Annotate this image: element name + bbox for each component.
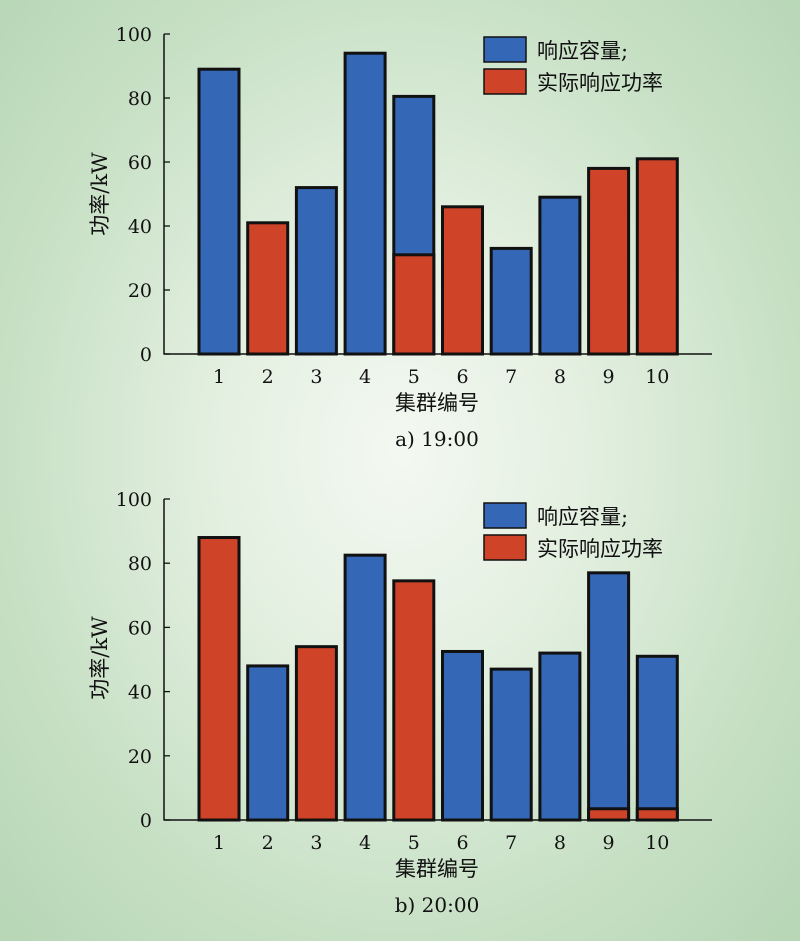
bar-response-capacity bbox=[538, 195, 582, 356]
x-tick-label: 8 bbox=[554, 832, 566, 854]
y-tick-label: 100 bbox=[116, 489, 152, 511]
x-tick-label: 2 bbox=[262, 832, 274, 854]
bar-response-capacity bbox=[197, 67, 241, 356]
bar-actual-response-power bbox=[197, 536, 241, 822]
bar-response-capacity bbox=[343, 51, 387, 356]
y-tick-label: 60 bbox=[128, 617, 152, 639]
x-tick-label: 6 bbox=[456, 366, 468, 388]
x-tick-label: 9 bbox=[603, 366, 615, 388]
x-axis-title: 集群编号 bbox=[395, 857, 479, 881]
legend-swatch bbox=[483, 68, 527, 95]
y-tick-label: 100 bbox=[116, 24, 152, 46]
chart-panel-1: 0 20 40 60 80 100 1 2 3 4 5 6 7 8 9 10 集群编号 功率/kW a) 19:00… bbox=[88, 24, 712, 451]
x-tick-label: 3 bbox=[310, 366, 322, 388]
y-tick-label: 0 bbox=[140, 810, 152, 832]
x-tick-label: 3 bbox=[310, 832, 322, 854]
legend-swatch bbox=[483, 502, 527, 529]
chart-caption: a) 19:00 bbox=[395, 427, 479, 451]
bar-actual-response-power bbox=[441, 205, 484, 356]
x-tick-label: 9 bbox=[603, 832, 615, 854]
y-axis-title: 功率/kW bbox=[88, 152, 112, 236]
bar-actual-response-power bbox=[587, 166, 631, 356]
bar-response-capacity bbox=[343, 553, 387, 822]
legend-swatch bbox=[483, 534, 527, 561]
chart-caption: b) 20:00 bbox=[395, 893, 480, 917]
bar-response-capacity bbox=[587, 571, 631, 822]
x-axis-title: 集群编号 bbox=[395, 391, 479, 415]
y-tick-label: 60 bbox=[128, 152, 152, 174]
x-tick-label: 2 bbox=[262, 366, 274, 388]
x-tick-label: 4 bbox=[359, 366, 371, 388]
x-tick-label: 8 bbox=[554, 366, 566, 388]
legend-label: 实际响应功率 bbox=[537, 537, 663, 561]
bar-response-capacity bbox=[294, 186, 338, 356]
bar-actual-response-power bbox=[246, 221, 290, 356]
legend-swatch bbox=[483, 36, 527, 63]
y-tick-label: 20 bbox=[128, 746, 152, 768]
x-tick-label: 7 bbox=[505, 366, 517, 388]
y-tick-label: 20 bbox=[128, 280, 152, 302]
bar-actual-response-power bbox=[635, 807, 679, 822]
bar-actual-response-power bbox=[587, 807, 631, 822]
bar-actual-response-power bbox=[392, 579, 436, 822]
y-tick-label: 80 bbox=[128, 88, 152, 110]
x-tick-label: 6 bbox=[456, 832, 468, 854]
bar-response-capacity bbox=[441, 649, 484, 822]
x-tick-label: 4 bbox=[359, 832, 371, 854]
chart-panel-2: 0 20 40 60 80 100 1 2 3 4 5 6 7 8 9 10 集群编号 功率/kW b) 20:00… bbox=[88, 489, 712, 917]
legend-label: 实际响应功率 bbox=[537, 71, 663, 95]
x-tick-label: 7 bbox=[505, 832, 517, 854]
bar-response-capacity bbox=[246, 664, 290, 822]
bar-response-capacity bbox=[489, 246, 533, 356]
y-tick-label: 40 bbox=[128, 216, 152, 238]
legend-label: 响应容量; bbox=[537, 39, 628, 63]
bar-response-capacity bbox=[635, 654, 679, 822]
x-tick-label: 5 bbox=[408, 366, 420, 388]
bar-actual-response-power bbox=[294, 645, 338, 822]
x-tick-label: 10 bbox=[645, 366, 669, 388]
legend-label: 响应容量; bbox=[537, 505, 628, 529]
bar-response-capacity bbox=[538, 651, 582, 822]
y-tick-label: 80 bbox=[128, 553, 152, 575]
y-tick-label: 40 bbox=[128, 682, 152, 704]
bar-actual-response-power bbox=[635, 157, 679, 356]
x-tick-label: 1 bbox=[213, 366, 225, 388]
bar-response-capacity bbox=[489, 667, 533, 822]
bar-actual-response-power bbox=[392, 253, 436, 356]
y-axis-title: 功率/kW bbox=[88, 616, 112, 700]
x-tick-label: 10 bbox=[645, 832, 669, 854]
y-tick-label: 0 bbox=[140, 344, 152, 366]
x-tick-label: 1 bbox=[213, 832, 225, 854]
x-tick-label: 5 bbox=[408, 832, 420, 854]
